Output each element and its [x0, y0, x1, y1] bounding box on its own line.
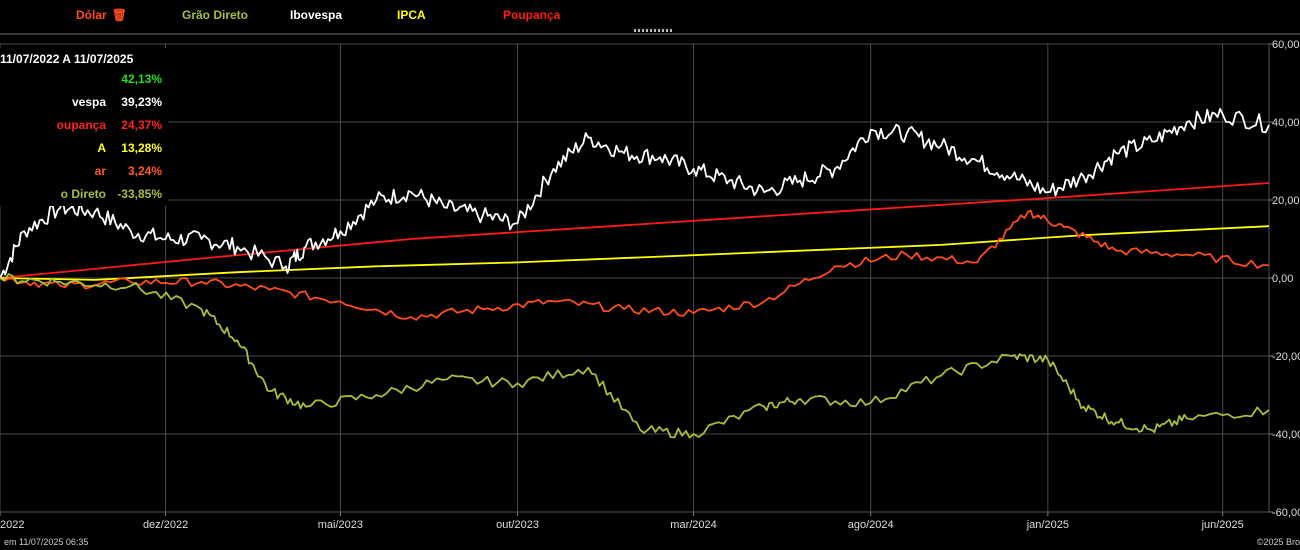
- summary-row-label: o Direto: [60, 187, 106, 201]
- grid-lines: [0, 43, 1273, 516]
- x-tick-label: jun/2025: [1201, 519, 1244, 531]
- legend-item-ipca[interactable]: IPCA: [397, 8, 426, 22]
- summary-row: A 13,28%: [0, 141, 162, 159]
- summary-row-value: 3,24%: [127, 164, 162, 178]
- y-tick-label: -60,00: [1272, 507, 1300, 519]
- resize-grip-handle[interactable]: [634, 29, 672, 32]
- series-line-gr-o-direto: [0, 273, 1270, 439]
- footer-copyright: ©2025 Bro: [1256, 537, 1300, 547]
- series-line-poupan-a: [0, 182, 1270, 279]
- y-tick-label: 20,00: [1272, 195, 1300, 207]
- series-line-ipca: [0, 225, 1270, 281]
- summary-row: 42,13%: [0, 72, 162, 90]
- summary-row: vespa 39,23%: [0, 95, 162, 113]
- summary-row-value: 42,13%: [121, 72, 162, 86]
- x-tick-label: mai/2023: [318, 519, 363, 531]
- y-tick-label: 0,00: [1272, 273, 1293, 285]
- summary-row-value: -33,85%: [117, 187, 162, 201]
- summary-row-label: oupança: [56, 118, 106, 132]
- legend-label: IPCA: [397, 8, 426, 22]
- y-tick-label: 40,00: [1272, 117, 1300, 129]
- series-line-d-lar: [0, 209, 1270, 321]
- trash-icon[interactable]: 🗑: [111, 8, 127, 22]
- series-line-ibovespa: [0, 108, 1270, 279]
- legend-divider: [0, 33, 1300, 35]
- legend-label: Poupança: [503, 8, 561, 22]
- y-tick-label: 60,00: [1272, 39, 1300, 51]
- y-tick-label: -20,00: [1272, 351, 1300, 363]
- summary-row: o Direto -33,85%: [0, 187, 162, 205]
- legend-label: Dólar: [76, 8, 107, 22]
- legend-item-ibovespa[interactable]: Ibovespa: [290, 8, 342, 22]
- summary-row-value: 39,23%: [121, 95, 162, 109]
- summary-row: oupança 24,37%: [0, 118, 162, 136]
- legend-item-grao-direto[interactable]: Grão Direto: [182, 8, 248, 22]
- series-lines: [0, 108, 1270, 439]
- x-tick-label: dez/2022: [143, 519, 188, 531]
- y-tick-label: -40,00: [1272, 429, 1300, 441]
- x-tick-labels: 2022 dez/2022 mai/2023 out/2023 mar/2024 ago/…: [0, 519, 1244, 531]
- x-tick-label: mar/2024: [670, 519, 716, 531]
- summary-row-value: 24,37%: [121, 118, 162, 132]
- legend-item-dolar[interactable]: Dólar 🗑: [76, 8, 127, 22]
- x-tick-label: 2022: [0, 519, 24, 531]
- legend-label: Ibovespa: [290, 8, 343, 22]
- summary-period: 11/07/2022 A 11/07/2025: [0, 52, 134, 66]
- x-tick-label: ago/2024: [848, 519, 894, 531]
- summary-row-label: ar: [94, 164, 106, 178]
- summary-row-label: A: [97, 141, 106, 155]
- summary-row: ar 3,24%: [0, 164, 162, 182]
- x-tick-label: jan/2025: [1026, 519, 1069, 531]
- legend-bar: Dólar 🗑 Grão Direto Ibovespa IPCA Poupanç…: [0, 0, 1300, 33]
- legend-item-poupanca[interactable]: Poupança: [503, 8, 560, 22]
- legend-label: Grão Direto: [182, 8, 249, 22]
- x-tick-label: out/2023: [496, 519, 539, 531]
- summary-row-label: vespa: [71, 95, 106, 109]
- summary-panel: 11/07/2022 A 11/07/2025 42,13% vespa 39,…: [0, 48, 168, 206]
- footer-timestamp: em 11/07/2025 06:35: [4, 537, 89, 547]
- y-tick-labels: 60,00 40,00 20,00 0,00 -20,00 -40,00 -60,00: [1272, 39, 1300, 519]
- summary-row-value: 13,28%: [121, 141, 162, 155]
